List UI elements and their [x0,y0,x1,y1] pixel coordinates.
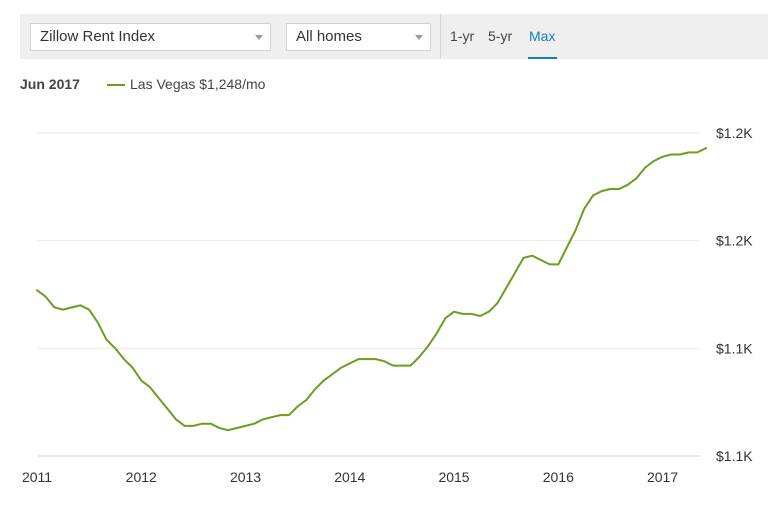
y-tick-label: $1.1K [716,340,753,356]
y-tick-label: $1.2K [716,233,753,249]
chevron-down-icon [255,35,263,40]
legend-date: Jun 2017 [20,76,80,92]
legend-series-label: Las Vegas $1,248/mo [130,76,266,92]
range-tab-1yr[interactable]: 1-yr [450,28,475,44]
x-tick-label: 2015 [438,469,469,485]
x-tick-label: 2012 [126,469,157,485]
chart-toolbar: Zillow Rent Index All homes 1-yr 5-yr Ma… [20,14,768,59]
x-tick-label: 2017 [647,469,678,485]
x-tick-label: 2016 [543,469,574,485]
chevron-down-icon [415,35,423,40]
active-range-indicator [528,57,557,59]
x-tick-label: 2013 [230,469,261,485]
toolbar-divider [440,14,441,59]
metric-select-value: Zillow Rent Index [40,28,156,45]
y-tick-label: $1.1K [716,448,753,464]
home-type-select-value: All homes [296,28,362,45]
legend-swatch [107,84,125,86]
home-type-select[interactable]: All homes [286,23,431,51]
range-tab-max[interactable]: Max [529,28,556,44]
range-tab-5yr[interactable]: 5-yr [488,28,513,44]
x-tick-label: 2011 [22,469,52,485]
metric-select[interactable]: Zillow Rent Index [30,23,271,51]
series-line-las-vegas [36,147,707,432]
y-tick-label: $1.2K [716,125,753,141]
x-tick-label: 2014 [334,469,365,485]
